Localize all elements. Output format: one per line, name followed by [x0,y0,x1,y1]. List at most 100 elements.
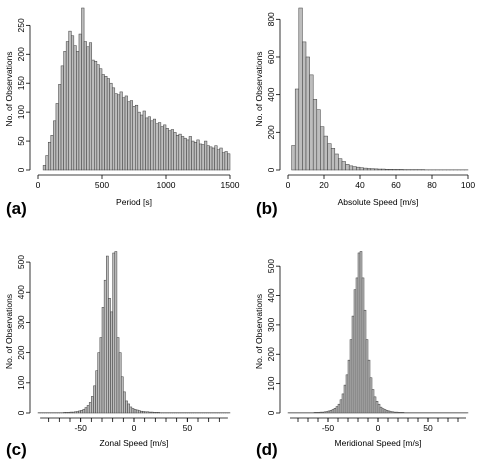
histogram-bar [183,137,187,171]
panel-label: (a) [6,199,27,218]
histogram-bar [320,126,325,171]
histogram-bar [199,143,203,171]
histogram-bar [88,402,92,414]
histogram-bar [188,136,192,171]
histogram-bar [86,46,90,171]
histogram-bar [327,143,332,171]
histogram-bar [93,385,96,414]
histogram-bar [106,78,110,171]
histogram-bar [127,101,131,171]
histogram-bar [106,255,109,414]
y-tick-label: 300 [16,315,26,329]
histogram-bar [395,169,400,171]
histogram-bar [291,145,296,171]
histogram-bar [137,111,141,171]
histogram-bar [65,41,69,171]
histogram-bar [384,169,390,171]
histogram-bar [103,279,107,414]
histogram-bar [399,412,403,414]
x-tick-label: 60 [391,180,401,190]
y-axis-label: No. of Observations [254,51,264,126]
x-tick-label: 0 [132,423,137,433]
y-tick-label: 0 [266,410,276,415]
histogram-bar [122,97,126,171]
histogram-bar [68,30,72,171]
histogram-bar [374,168,379,171]
x-tick-label: 80 [427,180,437,190]
histogram-bar [393,411,397,414]
y-tick-label: 800 [266,12,276,26]
x-tick-label: -50 [322,423,335,433]
histogram-bar [333,408,337,414]
histogram-bar [323,411,327,414]
histogram-bar [65,412,69,414]
y-tick-label: 0 [266,167,276,172]
y-tick-label: 200 [16,345,26,359]
histogram-bar [345,374,349,414]
x-axis: -50 0 50 [290,417,466,433]
histogram-bar [129,406,133,414]
histogram-bar [353,289,357,414]
histogram-bar [395,411,399,414]
histogram-bar [339,399,343,414]
x-axis: -50 0 50 [40,417,228,433]
histogram-bar [375,401,379,414]
histogram-bar [193,141,197,171]
histogram-bar [148,411,152,414]
x-tick-label: 50 [183,423,193,433]
histogram-bar [334,153,339,171]
histogram-bar [58,84,62,171]
histogram-bar [313,412,317,414]
histogram-bar [101,74,105,171]
histogram-bar [155,412,158,414]
histogram-bar [160,126,164,171]
histogram-bar [370,168,375,171]
histogram-bar [298,7,303,171]
x-tick-label: 100 [461,180,475,190]
histogram-bar [379,406,383,414]
histogram-bar [206,145,210,171]
histogram-bar [88,42,93,171]
histogram-bar [129,100,133,171]
y-tick-label: 200 [266,125,276,139]
histogram-bar [47,141,52,171]
histogram-bar [178,133,182,171]
histogram-bar [145,117,149,171]
histogram-bar [104,76,108,171]
histogram-bar [196,139,200,171]
y-tick-label: 300 [266,318,276,332]
y-tick-label: 200 [16,47,26,61]
histogram-bar [341,161,346,171]
panel-label: (d) [256,440,278,459]
histogram-bar [108,298,111,414]
panel-label: (c) [6,440,27,459]
x-tick-label: 40 [355,180,365,190]
histogram-bar [355,277,359,414]
histogram-bar [204,140,208,171]
histogram-bar [94,60,98,171]
histogram-bar [63,51,67,171]
y-tick-label: 400 [266,87,276,101]
y-axis: 0 100 200 300 400 500 [16,255,31,415]
histogram-bar [222,152,226,171]
histogram-bar [224,151,228,171]
histogram-bar [80,410,84,414]
panel-3: 0 100 200 300 400 500 No. of Observations -50 0 5… [4,251,231,459]
histogram-bar [55,103,59,171]
x-tick-label: 0 [376,423,381,433]
histogram-bar [227,153,231,171]
y-tick-label: 500 [16,255,26,269]
histogram-bar [163,124,167,171]
histogram-bar [69,411,73,414]
histogram-bar [391,411,395,414]
histogram-bar [389,411,393,414]
panel-1: 0 50 100 150 200 250 No. of Observations 0 500 10… [4,7,240,218]
histogram-bar [82,409,86,414]
histogram-bar [138,410,141,414]
y-tick-label: 50 [16,136,26,146]
histogram-bar [53,120,57,171]
histogram-bar [373,396,377,414]
panel-label: (b) [256,199,278,218]
histogram-bar [165,128,169,171]
histogram-bar [312,99,318,171]
